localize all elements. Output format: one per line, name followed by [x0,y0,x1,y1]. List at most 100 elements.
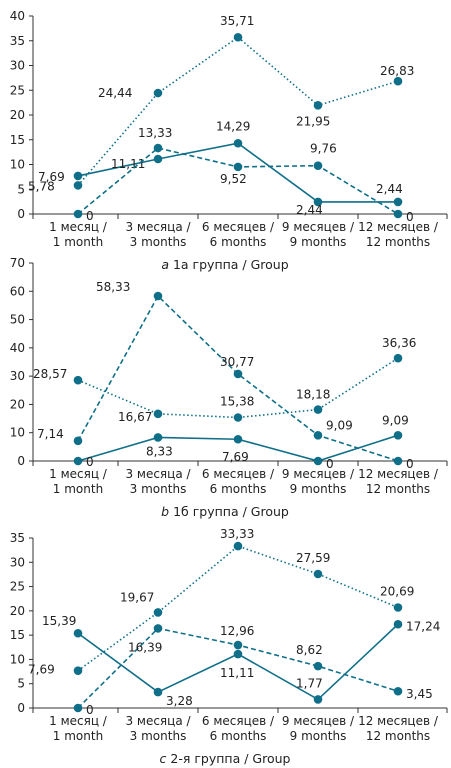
data-label: 15,38 [220,394,254,408]
data-label: 18,18 [296,388,330,402]
data-label: 8,62 [296,643,323,657]
data-label: 58,33 [96,280,130,294]
data-point [393,603,403,612]
data-label: 14,29 [216,119,250,133]
y-tick-label: 10 [10,652,25,666]
data-label: 13,33 [138,126,172,140]
y-tick-label: 35 [10,34,25,48]
y-tick-label: 30 [10,369,25,383]
data-label: 1,77 [296,676,323,690]
data-label: 0 [86,209,94,223]
data-point [313,569,323,579]
data-point [73,666,83,675]
y-tick-label: 40 [10,9,25,23]
x-tick-label: 3 месяца /3 months [125,220,191,249]
data-point [233,413,243,422]
data-point [313,661,323,671]
y-tick-label: 0 [17,701,25,715]
x-tick-label: 9 месяцев /9 months [282,220,355,249]
data-point [73,628,83,638]
y-tick-label: 25 [10,580,25,594]
data-label: 21,95 [296,114,330,128]
data-label: 24,44 [98,86,132,100]
x-tick-label: 1 месяц /1 month [49,467,108,496]
data-point [313,405,323,414]
data-point [393,430,403,440]
y-tick-label: 60 [10,284,25,298]
data-point [153,687,163,697]
data-label: 9,09 [326,418,353,432]
data-point [73,171,83,181]
data-point [393,619,403,629]
data-label: 11,11 [111,157,145,171]
data-point [393,76,403,86]
y-tick-label: 15 [10,628,25,642]
data-point [393,209,403,219]
data-label: 0 [86,703,94,717]
data-point [393,353,403,363]
data-point [313,430,323,440]
data-point [73,703,83,713]
data-point [313,695,323,704]
data-point [73,456,83,466]
data-label: 2,44 [376,182,403,196]
y-tick-label: 40 [10,341,25,355]
data-point [313,456,323,466]
y-tick-label: 20 [10,108,25,122]
y-tick-label: 0 [17,207,25,221]
data-label: 7,69 [38,170,65,184]
data-label: 16,67 [118,410,152,424]
data-label: 0 [86,455,94,469]
data-point [153,409,163,419]
data-label: 17,24 [406,619,440,633]
data-label: 33,33 [220,527,254,541]
y-tick-label: 5 [17,182,25,196]
data-point [153,291,163,301]
y-tick-label: 20 [10,397,25,411]
data-point [73,181,83,190]
y-tick-label: 30 [10,555,25,569]
data-label: 35,71 [220,14,254,28]
data-point [393,456,403,466]
data-label: 15,39 [42,614,76,628]
data-label: 11,11 [220,666,254,680]
data-label: 19,67 [120,590,154,604]
y-tick-label: 15 [10,133,25,147]
data-label: 3,28 [166,694,193,708]
data-label: 20,69 [380,585,414,599]
data-point [233,649,243,659]
chart-caption: b 1б группа / Group [161,504,289,519]
data-label: 30,77 [220,355,254,369]
data-label: 2,44 [296,203,323,217]
data-label: 0 [406,457,414,471]
data-point [233,138,243,148]
x-tick-label: 6 месяцев /6 months [202,467,275,496]
data-label: 12,96 [220,624,254,638]
y-tick-label: 5 [17,677,25,691]
data-label: 9,52 [220,172,247,186]
data-label: 8,33 [146,444,173,458]
data-label: 7,69 [222,450,249,464]
data-point [153,433,163,442]
y-tick-label: 50 [10,313,25,327]
data-point [153,143,163,153]
y-tick-label: 0 [17,454,25,468]
data-point [233,640,243,650]
x-tick-label: 1 месяц /1 month [49,220,108,249]
data-point [73,375,83,385]
data-point [393,686,403,696]
data-label: 7,14 [37,427,64,441]
data-point [153,624,163,633]
data-point [73,436,83,446]
y-tick-label: 25 [10,83,25,97]
data-point [153,608,163,617]
x-tick-label: 12 месяцев /12 months [358,467,439,496]
data-point [73,209,83,219]
y-tick-label: 20 [10,604,25,618]
chart-caption: a 1a группа / Group [161,257,288,272]
data-label: 16,39 [128,640,162,654]
data-point [233,369,243,379]
series-line-dotted [77,36,399,186]
data-point [153,154,163,164]
